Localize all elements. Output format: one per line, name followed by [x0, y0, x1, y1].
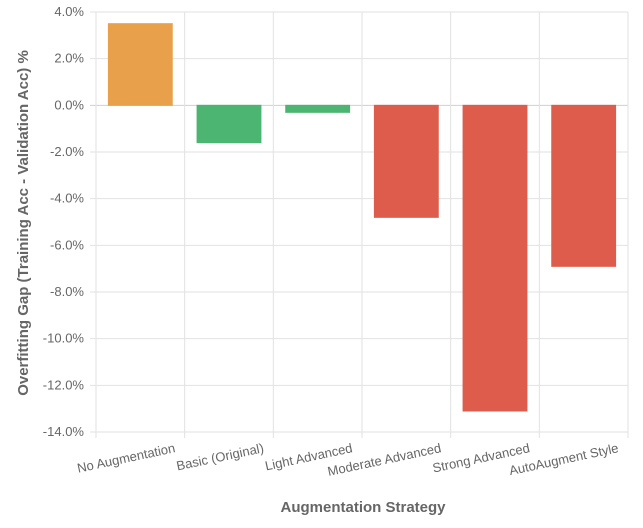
- y-tick-label: 4.0%: [54, 4, 84, 19]
- y-axis-title: Overfitting Gap (Training Acc - Validati…: [15, 50, 32, 396]
- x-tick-label: No Augmentation: [76, 440, 177, 475]
- y-tick-label: 2.0%: [54, 51, 84, 66]
- y-tick-label: -14.0%: [43, 424, 85, 439]
- bar-autoaugment-style: [551, 104, 617, 267]
- y-tick-label: -12.0%: [43, 377, 85, 392]
- x-axis-title: Augmentation Strategy: [280, 499, 446, 516]
- y-tick-label: -6.0%: [50, 237, 84, 252]
- y-tick-label: -8.0%: [50, 284, 84, 299]
- bar-moderate-advanced: [373, 104, 439, 218]
- bar-no-augmentation: [107, 23, 173, 106]
- bar-light-advanced: [285, 104, 351, 113]
- bar-strong-advanced: [462, 104, 528, 412]
- bars: [107, 23, 617, 412]
- x-tick-label: Basic (Original): [175, 440, 265, 473]
- y-tick-label: 0.0%: [54, 97, 84, 112]
- grid-lines: [90, 11, 629, 438]
- bar-basic-original: [196, 104, 262, 144]
- y-tick-label: -4.0%: [50, 191, 84, 206]
- y-tick-label: -10.0%: [43, 331, 85, 346]
- y-tick-label: -2.0%: [50, 144, 84, 159]
